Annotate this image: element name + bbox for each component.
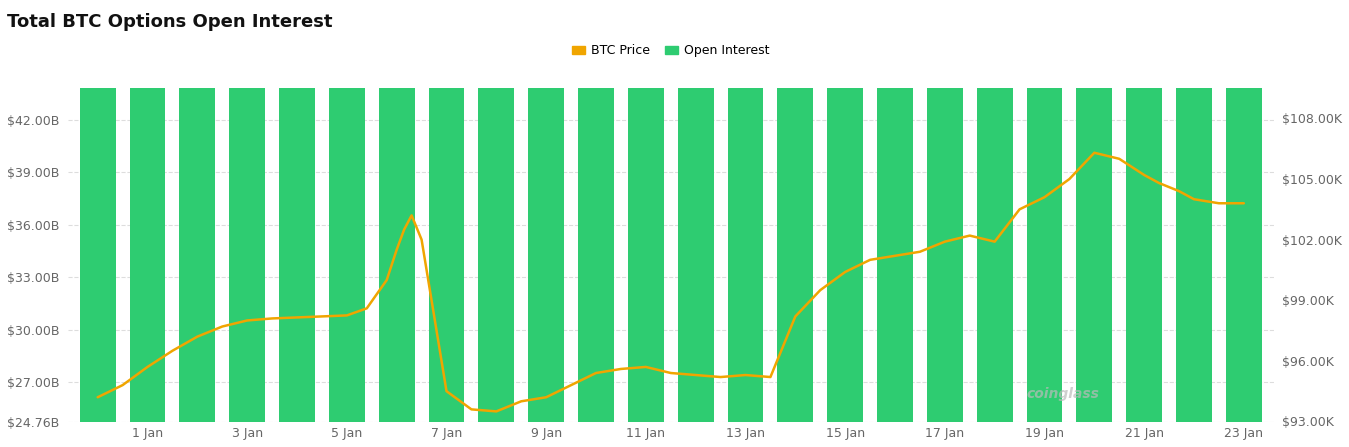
- Bar: [877, 0, 913, 422]
- Legend: BTC Price, Open Interest: BTC Price, Open Interest: [572, 44, 769, 57]
- Bar: [329, 0, 364, 422]
- Bar: [927, 0, 963, 422]
- Bar: [1027, 0, 1063, 422]
- Bar: [1126, 0, 1161, 422]
- Bar: [977, 0, 1013, 422]
- Bar: [777, 0, 813, 422]
- Bar: [1226, 0, 1261, 422]
- Bar: [229, 0, 266, 422]
- Bar: [179, 0, 216, 422]
- Bar: [627, 0, 664, 422]
- Bar: [1077, 0, 1113, 422]
- Bar: [827, 0, 863, 422]
- Bar: [130, 0, 166, 422]
- Bar: [279, 0, 314, 422]
- Bar: [579, 0, 614, 422]
- Bar: [479, 0, 514, 422]
- Bar: [529, 0, 564, 422]
- Text: coinglass: coinglass: [1027, 388, 1099, 401]
- Bar: [677, 0, 714, 422]
- Bar: [80, 0, 116, 422]
- Bar: [429, 0, 464, 422]
- Text: Total BTC Options Open Interest: Total BTC Options Open Interest: [7, 13, 332, 31]
- Bar: [379, 0, 414, 422]
- Bar: [727, 0, 764, 422]
- Bar: [1176, 0, 1211, 422]
